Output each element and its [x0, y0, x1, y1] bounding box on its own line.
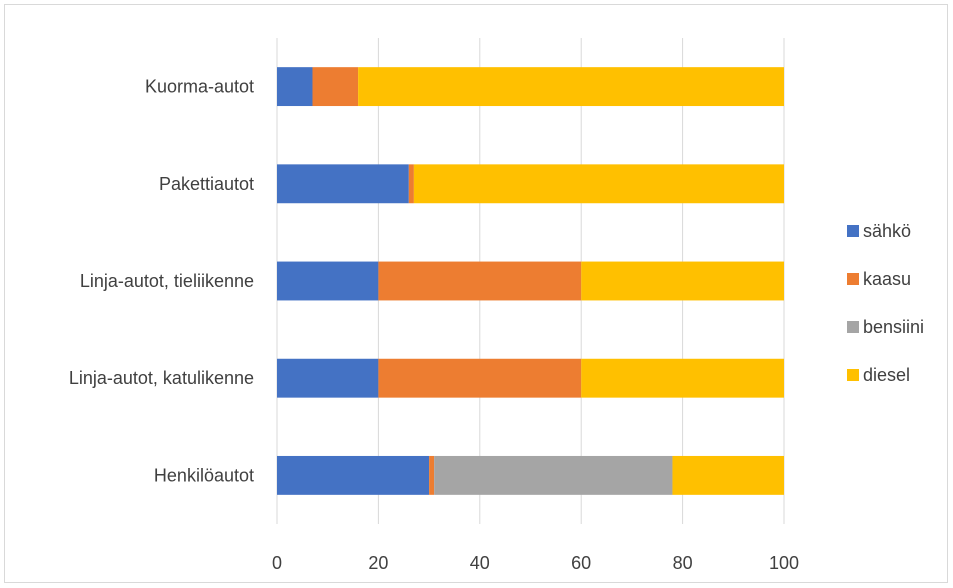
bar-linja-autot-katulikenne-kaasu [378, 358, 582, 398]
bar-linja-autot-tieliikenne-sahko [277, 261, 379, 301]
category-label: Henkilöautot [154, 465, 254, 485]
bar-henkiloautot-bensiini [434, 455, 673, 495]
bar-linja-autot-katulikenne-sahko [277, 358, 379, 398]
x-axis-ticks: 0 20 40 60 80 100 [272, 553, 799, 573]
category-label: Pakettiautot [159, 174, 254, 194]
bar-henkiloautot-diesel [672, 455, 784, 495]
legend-label-sahko: sähkö [863, 221, 911, 241]
legend-label-bensiini: bensiini [863, 317, 924, 337]
bar-kuorma-autot-diesel [358, 67, 784, 107]
x-tick-label: 60 [571, 553, 591, 573]
bar-pakettiautot-diesel [413, 164, 784, 204]
legend-swatch-bensiini [847, 321, 859, 333]
x-tick-label: 100 [769, 553, 799, 573]
legend-label-kaasu: kaasu [863, 269, 911, 289]
bar-pakettiautot-sahko [277, 164, 409, 204]
category-labels: Henkilöautot Linja-autot, katulikenne Linj… [69, 77, 254, 486]
bar-linja-autot-katulikenne-diesel [581, 358, 784, 398]
bar-linja-autot-tieliikenne-diesel [581, 261, 784, 301]
x-tick-label: 80 [673, 553, 693, 573]
legend-swatch-diesel [847, 369, 859, 381]
bar-kuorma-autot-kaasu [312, 67, 359, 107]
bar-kuorma-autot-sahko [277, 67, 313, 107]
legend: sähkö kaasu bensiini diesel [847, 221, 924, 385]
bars [277, 67, 784, 495]
bar-henkiloautot-kaasu [429, 455, 435, 495]
category-label: Kuorma-autot [145, 77, 254, 97]
legend-swatch-kaasu [847, 273, 859, 285]
category-label: Linja-autot, katulikenne [69, 368, 254, 388]
bar-linja-autot-tieliikenne-kaasu [378, 261, 582, 301]
legend-swatch-sahko [847, 225, 859, 237]
category-label: Linja-autot, tieliikenne [80, 271, 254, 291]
bar-henkiloautot-sahko [277, 455, 430, 495]
bar-pakettiautot-kaasu [408, 164, 414, 204]
legend-label-diesel: diesel [863, 365, 910, 385]
x-tick-label: 0 [272, 553, 282, 573]
x-tick-label: 40 [470, 553, 490, 573]
x-tick-label: 20 [368, 553, 388, 573]
